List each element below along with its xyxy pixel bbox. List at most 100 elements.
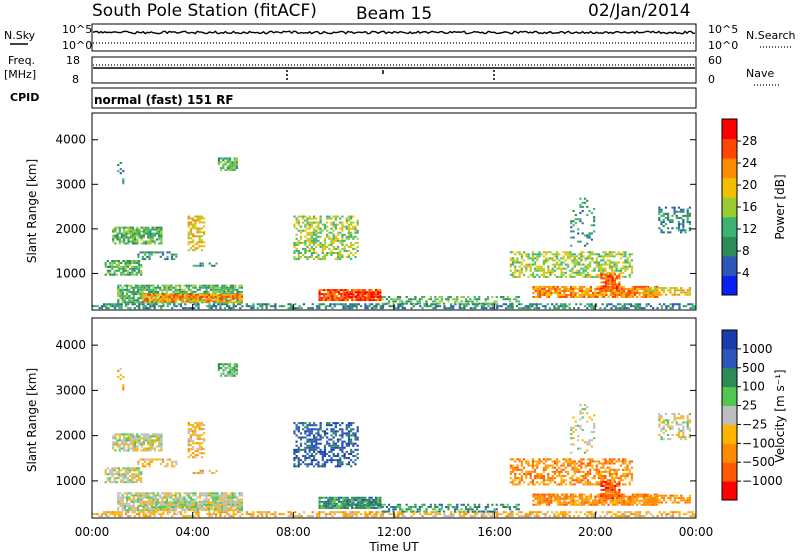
power-cell [353, 305, 355, 307]
velocity-cell [138, 439, 140, 441]
power-cell [201, 249, 203, 251]
power-cell [323, 293, 325, 295]
power-cell [141, 242, 143, 244]
power-cell [541, 290, 543, 292]
velocity-cell [199, 424, 201, 426]
velocity-cell [233, 513, 235, 515]
power-cell [616, 287, 618, 289]
velocity-cell [111, 481, 113, 483]
power-cell [532, 259, 534, 261]
velocity-cell [503, 511, 505, 513]
power-cell [358, 299, 360, 301]
velocity-cell [205, 499, 207, 501]
power-cell [321, 293, 323, 295]
velocity-cell [321, 497, 323, 499]
power-cell [188, 287, 190, 289]
velocity-cell [320, 443, 322, 445]
power-cell [635, 305, 637, 307]
power-cell [145, 233, 147, 235]
velocity-cell [133, 509, 135, 511]
power-cell [231, 163, 233, 165]
velocity-cell [203, 499, 205, 501]
power-cell [370, 294, 372, 296]
power-cell [543, 286, 545, 288]
power-cell [125, 233, 127, 235]
velocity-cell [124, 492, 126, 494]
power-cell [322, 250, 324, 252]
power-cell [364, 305, 366, 307]
power-cell [219, 300, 221, 302]
velocity-cell [183, 497, 185, 499]
power-cell [188, 221, 190, 223]
power-cell [326, 246, 328, 248]
power-cell [175, 287, 177, 289]
velocity-cell [635, 515, 637, 517]
power-cell [582, 210, 584, 212]
power-cell [618, 277, 620, 279]
power-cell [645, 305, 647, 307]
velocity-cell [194, 454, 196, 456]
velocity-cell [212, 497, 214, 499]
power-cell [151, 300, 153, 302]
power-cell [118, 307, 120, 309]
velocity-cell [160, 447, 162, 449]
power-cell [139, 293, 141, 295]
velocity-cell [357, 457, 359, 459]
velocity-cell [133, 507, 135, 509]
power-cell [572, 210, 574, 212]
velocity-cell [304, 455, 306, 457]
velocity-cell [218, 369, 220, 371]
velocity-cell [333, 436, 335, 438]
power-cell [614, 290, 616, 292]
power-cell [192, 233, 194, 235]
power-cell [109, 266, 111, 268]
velocity-cell [149, 513, 151, 515]
power-cell [682, 215, 684, 217]
velocity-cell [166, 465, 168, 467]
power-colorbar-cell [722, 119, 737, 139]
power-cell [568, 294, 570, 296]
power-cell [357, 224, 359, 226]
power-cell [116, 303, 118, 305]
velocity-cell [326, 459, 328, 461]
velocity-cell [109, 471, 111, 473]
power-cell [114, 303, 116, 305]
velocity-cell [316, 513, 318, 515]
velocity-cell [121, 515, 123, 517]
velocity-cell [130, 492, 132, 494]
power-cell [146, 251, 148, 253]
power-cell [663, 215, 665, 217]
power-cell [325, 305, 327, 307]
power-cell [432, 300, 434, 302]
power-cell [346, 296, 348, 298]
velocity-cell [138, 511, 140, 513]
power-cell [133, 293, 135, 295]
power-cell [313, 234, 315, 236]
velocity-cell [317, 434, 319, 436]
velocity-cell [203, 428, 205, 430]
power-cell [364, 296, 366, 298]
velocity-cell [490, 515, 492, 517]
velocity-cell [317, 430, 319, 432]
power-cell [483, 307, 485, 309]
velocity-cell [313, 451, 315, 453]
velocity-cell [136, 469, 138, 471]
velocity-cell [145, 504, 147, 506]
power-cell [122, 274, 124, 276]
velocity-cell [133, 469, 135, 471]
velocity-cell [672, 513, 674, 515]
velocity-cell [149, 435, 151, 437]
power-cell [180, 303, 182, 305]
power-cell [435, 307, 437, 309]
power-cell [184, 294, 186, 296]
power-cell [600, 287, 602, 289]
power-cell [338, 303, 340, 305]
power-cell [182, 294, 184, 296]
velocity-cell [350, 422, 352, 424]
velocity-cell [298, 430, 300, 432]
velocity-cell [173, 461, 175, 463]
power-cell [346, 218, 348, 220]
velocity-cell [357, 426, 359, 428]
velocity-cell [241, 506, 243, 508]
power-cell [598, 270, 600, 272]
